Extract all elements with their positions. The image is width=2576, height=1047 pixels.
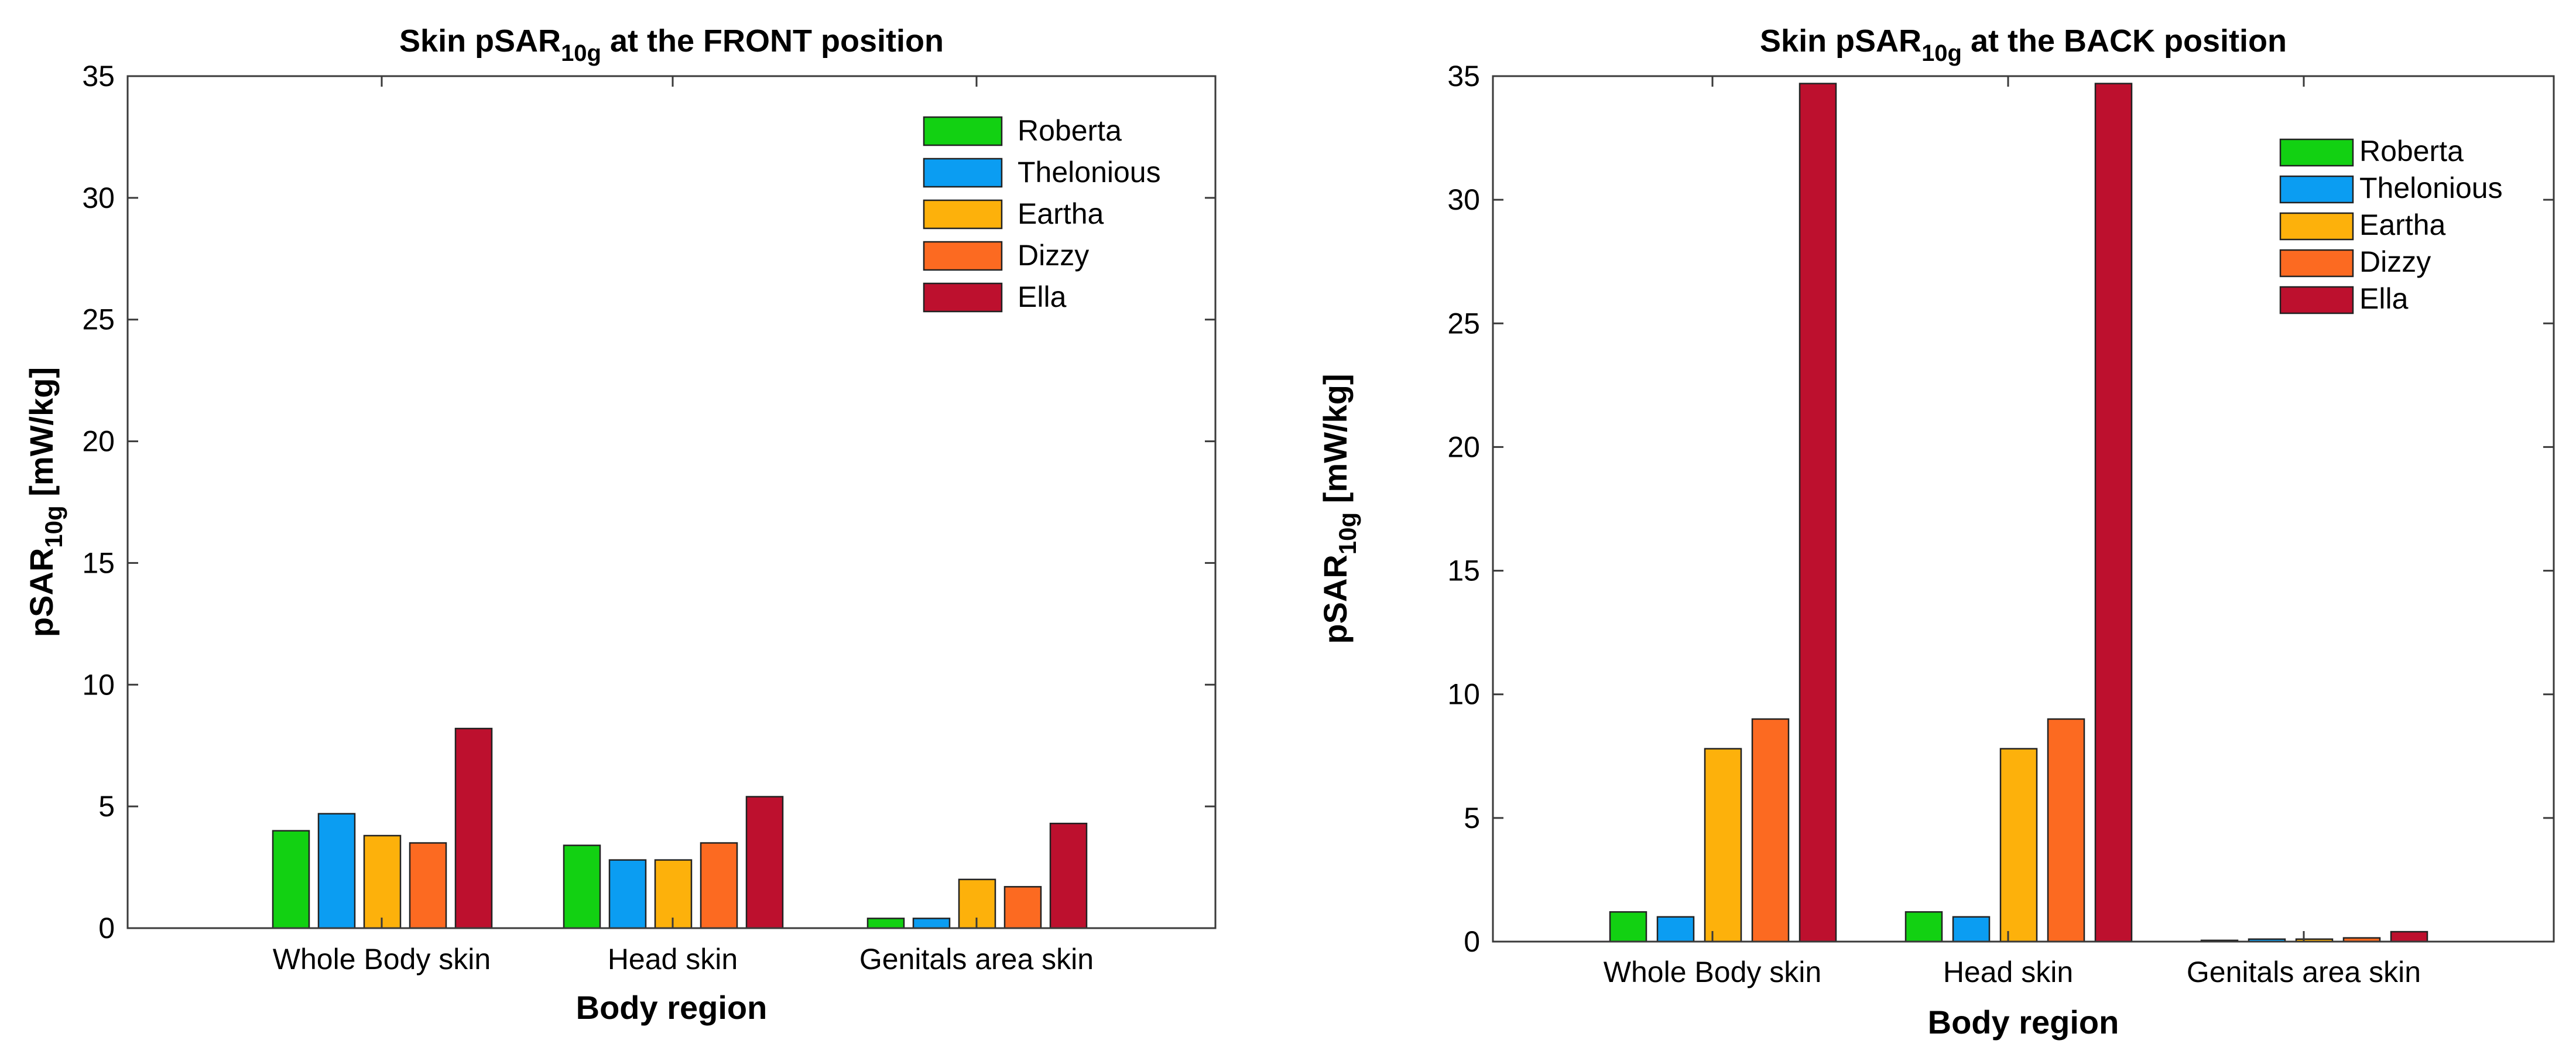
x-tick-label: Genitals area skin	[2187, 956, 2421, 988]
y-axis-label-rest: [mW/kg]	[1317, 374, 1354, 512]
legend-swatch	[923, 282, 1003, 313]
chart-title-main: Skin pSAR	[399, 23, 561, 59]
y-axis-label-main: pSAR	[1317, 555, 1354, 644]
x-tick-label: Whole Body skin	[273, 943, 491, 976]
x-tick-label: Genitals area skin	[859, 943, 1094, 976]
legend-swatch	[2279, 175, 2354, 204]
legend-swatch	[2279, 286, 2354, 314]
bar	[1904, 911, 1943, 943]
legend-label: Ella	[1018, 280, 1067, 313]
legend-swatch	[2279, 249, 2354, 278]
legend-swatch	[923, 158, 1003, 188]
legend-swatch	[923, 199, 1003, 230]
legend-label: Ella	[2359, 282, 2409, 315]
legend-swatch	[923, 241, 1003, 271]
chart-title: Skin pSAR10g at the BACK position	[1760, 23, 2287, 66]
y-tick-label: 15	[82, 546, 115, 579]
legend: Roberta Thelonious Eartha Dizzy Ella	[923, 114, 1161, 313]
y-tick-label: 0	[98, 912, 115, 945]
x-tick-label: Head skin	[1943, 956, 2073, 988]
legend: Roberta Thelonious Eartha Dizzy Ella	[2279, 135, 2503, 315]
legend-label: Roberta	[2359, 135, 2464, 167]
y-tick-label: 30	[1447, 183, 1480, 216]
y-tick-label: 15	[1447, 555, 1480, 587]
legend-label: Thelonious	[2359, 172, 2503, 204]
chart-panel-1: Skin pSAR10g at the FRONT position051015…	[23, 23, 1217, 1026]
bar	[912, 918, 951, 929]
y-tick-label: 0	[1464, 925, 1480, 958]
y-tick-label: 20	[1447, 430, 1480, 463]
y-tick-label: 25	[1447, 307, 1480, 340]
bar	[2047, 718, 2085, 943]
bar	[1751, 718, 1790, 943]
legend-label: Thelonious	[1018, 156, 1161, 189]
y-tick-label: 30	[82, 182, 115, 214]
bar	[563, 844, 601, 929]
legend-label: Eartha	[1018, 197, 1104, 230]
legend-swatch	[923, 116, 1003, 146]
y-axis-label: pSAR10g [mW/kg]	[23, 367, 67, 637]
y-tick-label: 10	[82, 668, 115, 701]
y-tick-label: 5	[98, 790, 115, 823]
bar	[700, 842, 738, 929]
bar	[1999, 748, 2038, 943]
x-tick-label: Whole Body skin	[1604, 956, 1821, 988]
x-tick-label: Head skin	[608, 943, 738, 976]
bar	[1656, 916, 1695, 943]
bar	[272, 830, 310, 929]
bar	[1609, 911, 1647, 943]
legend-label: Roberta	[1018, 114, 1122, 147]
bar	[608, 859, 647, 929]
bar	[409, 842, 447, 929]
y-tick-label: 35	[82, 60, 115, 93]
plot-area-frame	[1492, 75, 2555, 943]
y-axis-label-subscript: 10g	[1334, 512, 1361, 555]
y-tick-label: 25	[82, 303, 115, 336]
bar	[2390, 930, 2428, 943]
legend-swatch	[2279, 138, 2354, 167]
y-tick-label: 20	[82, 425, 115, 458]
y-tick-label: 5	[1464, 802, 1480, 834]
bar	[454, 727, 493, 929]
legend-label: Dizzy	[2359, 245, 2431, 278]
bar	[1799, 83, 1837, 943]
chart-title-subscript: 10g	[561, 40, 601, 66]
chart-panel-2: Skin pSAR10g at the BACK position0510152…	[1317, 23, 2555, 1041]
bar	[2094, 83, 2133, 943]
x-axis-label: Body region	[576, 989, 768, 1026]
bar	[1952, 916, 1991, 943]
bar	[866, 918, 905, 929]
y-axis-label: pSAR10g [mW/kg]	[1317, 374, 1361, 644]
y-tick-label: 10	[1447, 678, 1480, 711]
y-axis-label-rest: [mW/kg]	[23, 367, 60, 505]
chart-title-rest: at the BACK position	[1962, 23, 2287, 59]
chart-title-subscript: 10g	[1921, 40, 1962, 66]
bar	[654, 859, 693, 929]
bar	[1003, 886, 1042, 929]
chart-title-main: Skin pSAR	[1760, 23, 1921, 59]
bar	[363, 834, 402, 929]
chart-title-rest: at the FRONT position	[601, 23, 944, 59]
legend-swatch	[2279, 212, 2354, 241]
y-tick-label: 35	[1447, 60, 1480, 93]
y-axis-label-subscript: 10g	[40, 505, 67, 548]
x-axis-label: Body region	[1928, 1004, 2119, 1041]
bar	[317, 813, 356, 929]
y-axis-label-main: pSAR	[23, 548, 60, 637]
plot-area-frame	[126, 75, 1217, 929]
bar	[1049, 822, 1088, 929]
chart-title: Skin pSAR10g at the FRONT position	[399, 23, 944, 66]
legend-label: Eartha	[2359, 208, 2446, 241]
bar	[1704, 748, 1742, 943]
legend-label: Dizzy	[1018, 239, 1089, 272]
bar	[745, 796, 784, 929]
